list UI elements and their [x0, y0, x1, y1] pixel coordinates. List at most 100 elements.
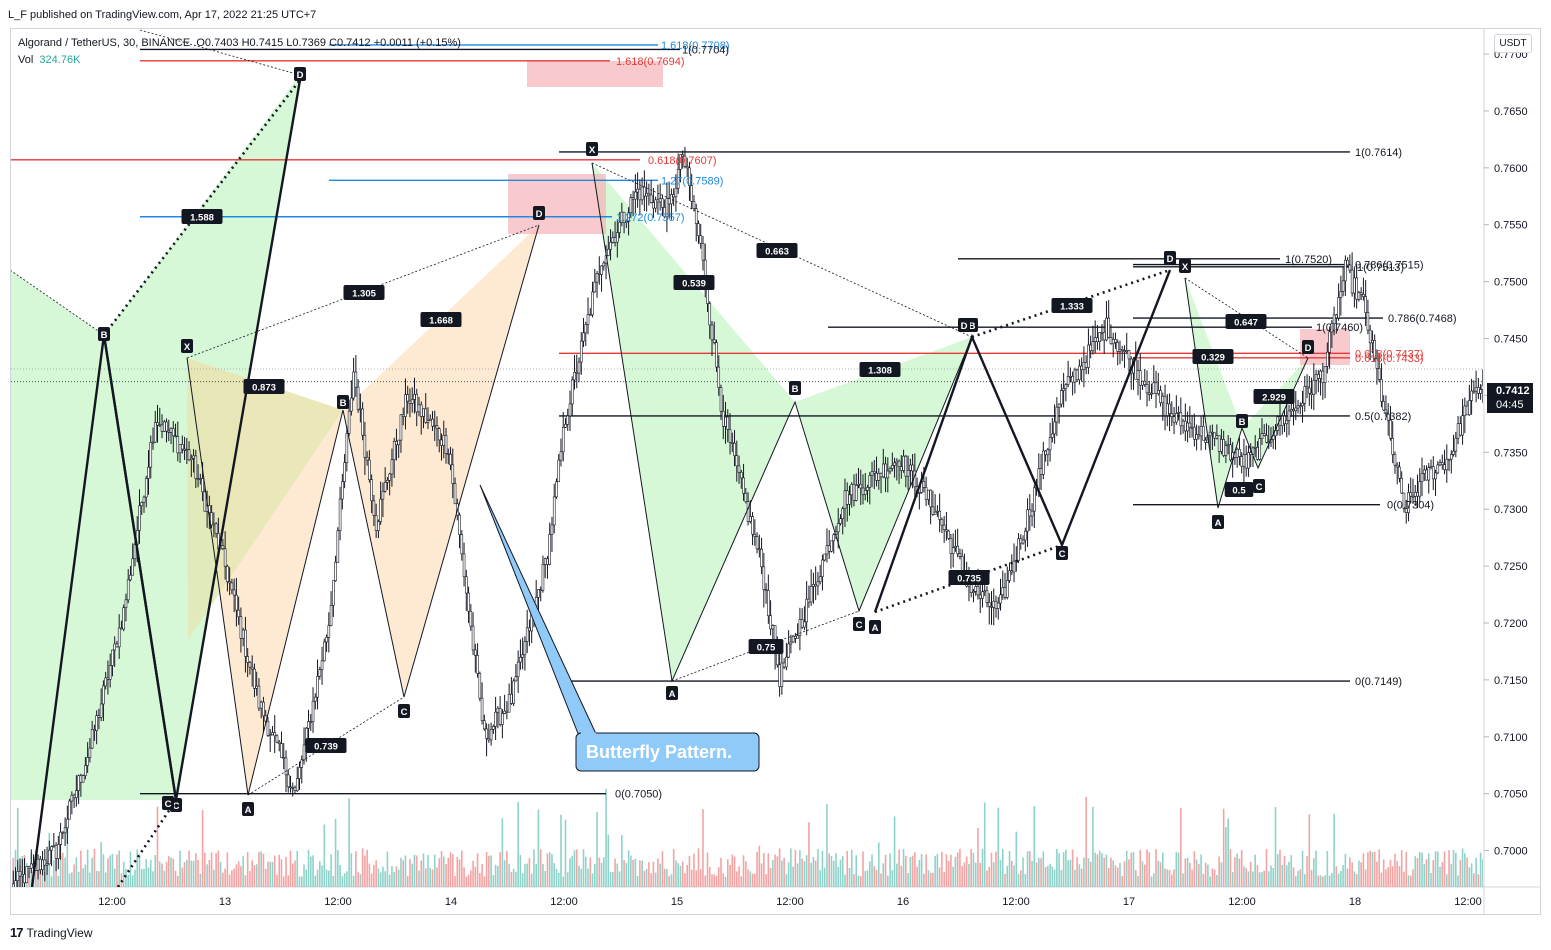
- candle-body: [631, 197, 635, 200]
- volume-bar: [400, 857, 402, 887]
- candle-body: [557, 459, 561, 483]
- volume-bar: [837, 866, 840, 887]
- volume-bar: [821, 850, 824, 887]
- candle-body: [1525, 365, 1527, 373]
- volume-bar: [269, 861, 272, 887]
- volume-bar: [1434, 851, 1437, 887]
- last-price: 0.7412: [1496, 385, 1530, 397]
- candle-body: [1073, 369, 1077, 383]
- volume-bar: [896, 863, 898, 887]
- volume-bar: [972, 852, 975, 887]
- volume-bar: [467, 874, 470, 887]
- candle-body: [643, 186, 646, 197]
- volume-bar: [1008, 850, 1011, 887]
- volume-bar: [560, 814, 562, 887]
- candle-body: [1400, 477, 1404, 494]
- volume-bar: [1500, 853, 1502, 887]
- time-tick-label: 12:00: [98, 896, 126, 908]
- volume-bar: [1475, 857, 1477, 887]
- candle-body: [404, 394, 407, 417]
- candle-body: [1500, 351, 1502, 352]
- candle-body: [1024, 530, 1027, 541]
- candle-body: [271, 732, 274, 736]
- point-label-box: [533, 206, 545, 220]
- volume-bar: [548, 852, 551, 887]
- candle-body: [1283, 415, 1286, 425]
- candle-body: [954, 545, 957, 549]
- volume-bar: [494, 864, 497, 887]
- harmonic-patterns: [11, 29, 1309, 887]
- candle-body: [307, 721, 310, 729]
- candle-body: [787, 643, 790, 658]
- fib-label: 0.618(0.7433): [1355, 353, 1424, 365]
- candle-body: [758, 548, 761, 551]
- candle-body: [667, 198, 671, 205]
- candle-body: [597, 273, 601, 275]
- volume-bar: [596, 812, 598, 887]
- candle-body: [584, 324, 588, 334]
- volume-bar: [767, 853, 770, 887]
- volume-bar: [395, 866, 398, 887]
- candle-body: [147, 466, 150, 479]
- volume-bar: [1328, 875, 1331, 887]
- volume-bar: [742, 855, 745, 887]
- candle-body: [1229, 444, 1232, 461]
- candle-body: [365, 456, 369, 461]
- candle-body: [672, 194, 675, 198]
- volume-bar: [1137, 875, 1139, 887]
- candle-body: [999, 594, 1002, 604]
- candle-body: [415, 393, 419, 413]
- volume-bar: [366, 849, 368, 887]
- candle-body: [658, 198, 662, 203]
- point-label: X: [589, 145, 596, 156]
- volume-bar: [787, 862, 790, 887]
- point-label-box: [958, 318, 970, 332]
- candle-body: [1145, 384, 1149, 394]
- candle-body: [210, 512, 213, 526]
- fib-label: 0.786(0.7468): [1388, 313, 1457, 325]
- candle-body: [823, 553, 826, 561]
- candle-body: [730, 442, 734, 444]
- candle-body: [825, 545, 829, 555]
- candle-body: [496, 707, 500, 713]
- candle-body: [1438, 462, 1442, 466]
- volume-bar: [1310, 869, 1313, 887]
- candle-body: [1330, 323, 1334, 333]
- volume-bar: [652, 861, 655, 887]
- volume-bar: [805, 855, 808, 887]
- candle-body: [1202, 425, 1205, 441]
- volume-bar: [720, 858, 722, 887]
- volume-bar: [240, 866, 242, 887]
- candle-body: [1222, 439, 1225, 456]
- candle-body: [1511, 331, 1513, 333]
- candle-body: [992, 600, 996, 608]
- candle-body: [1147, 392, 1151, 395]
- candle-body: [171, 428, 175, 437]
- volume-bar: [1168, 870, 1171, 887]
- candle-body: [1037, 468, 1041, 490]
- candle-body: [1114, 339, 1117, 343]
- time-tick-label: 14: [445, 896, 457, 908]
- candle-body: [122, 607, 125, 630]
- candle-body: [1028, 509, 1032, 517]
- candle-body: [1175, 413, 1178, 423]
- volume-bar: [71, 872, 73, 887]
- volume-bar: [1252, 871, 1254, 887]
- volume-bar: [1035, 862, 1038, 887]
- volume-bar: [936, 853, 939, 887]
- volume-bar: [1083, 857, 1085, 887]
- currency-button[interactable]: USDT: [1494, 34, 1532, 53]
- volume-bar: [668, 876, 670, 887]
- candle-body: [528, 627, 531, 632]
- price-tick-label: 0.7000: [1494, 846, 1528, 858]
- volume-bar: [501, 818, 504, 887]
- candle-body: [652, 202, 655, 209]
- volume-bar: [555, 868, 558, 887]
- volume-bar: [1182, 873, 1184, 887]
- volume-bar: [497, 865, 499, 887]
- candle-body: [503, 710, 506, 714]
- volume-bar: [59, 856, 62, 887]
- volume-bar: [1466, 857, 1468, 887]
- volume-bar: [1112, 860, 1115, 887]
